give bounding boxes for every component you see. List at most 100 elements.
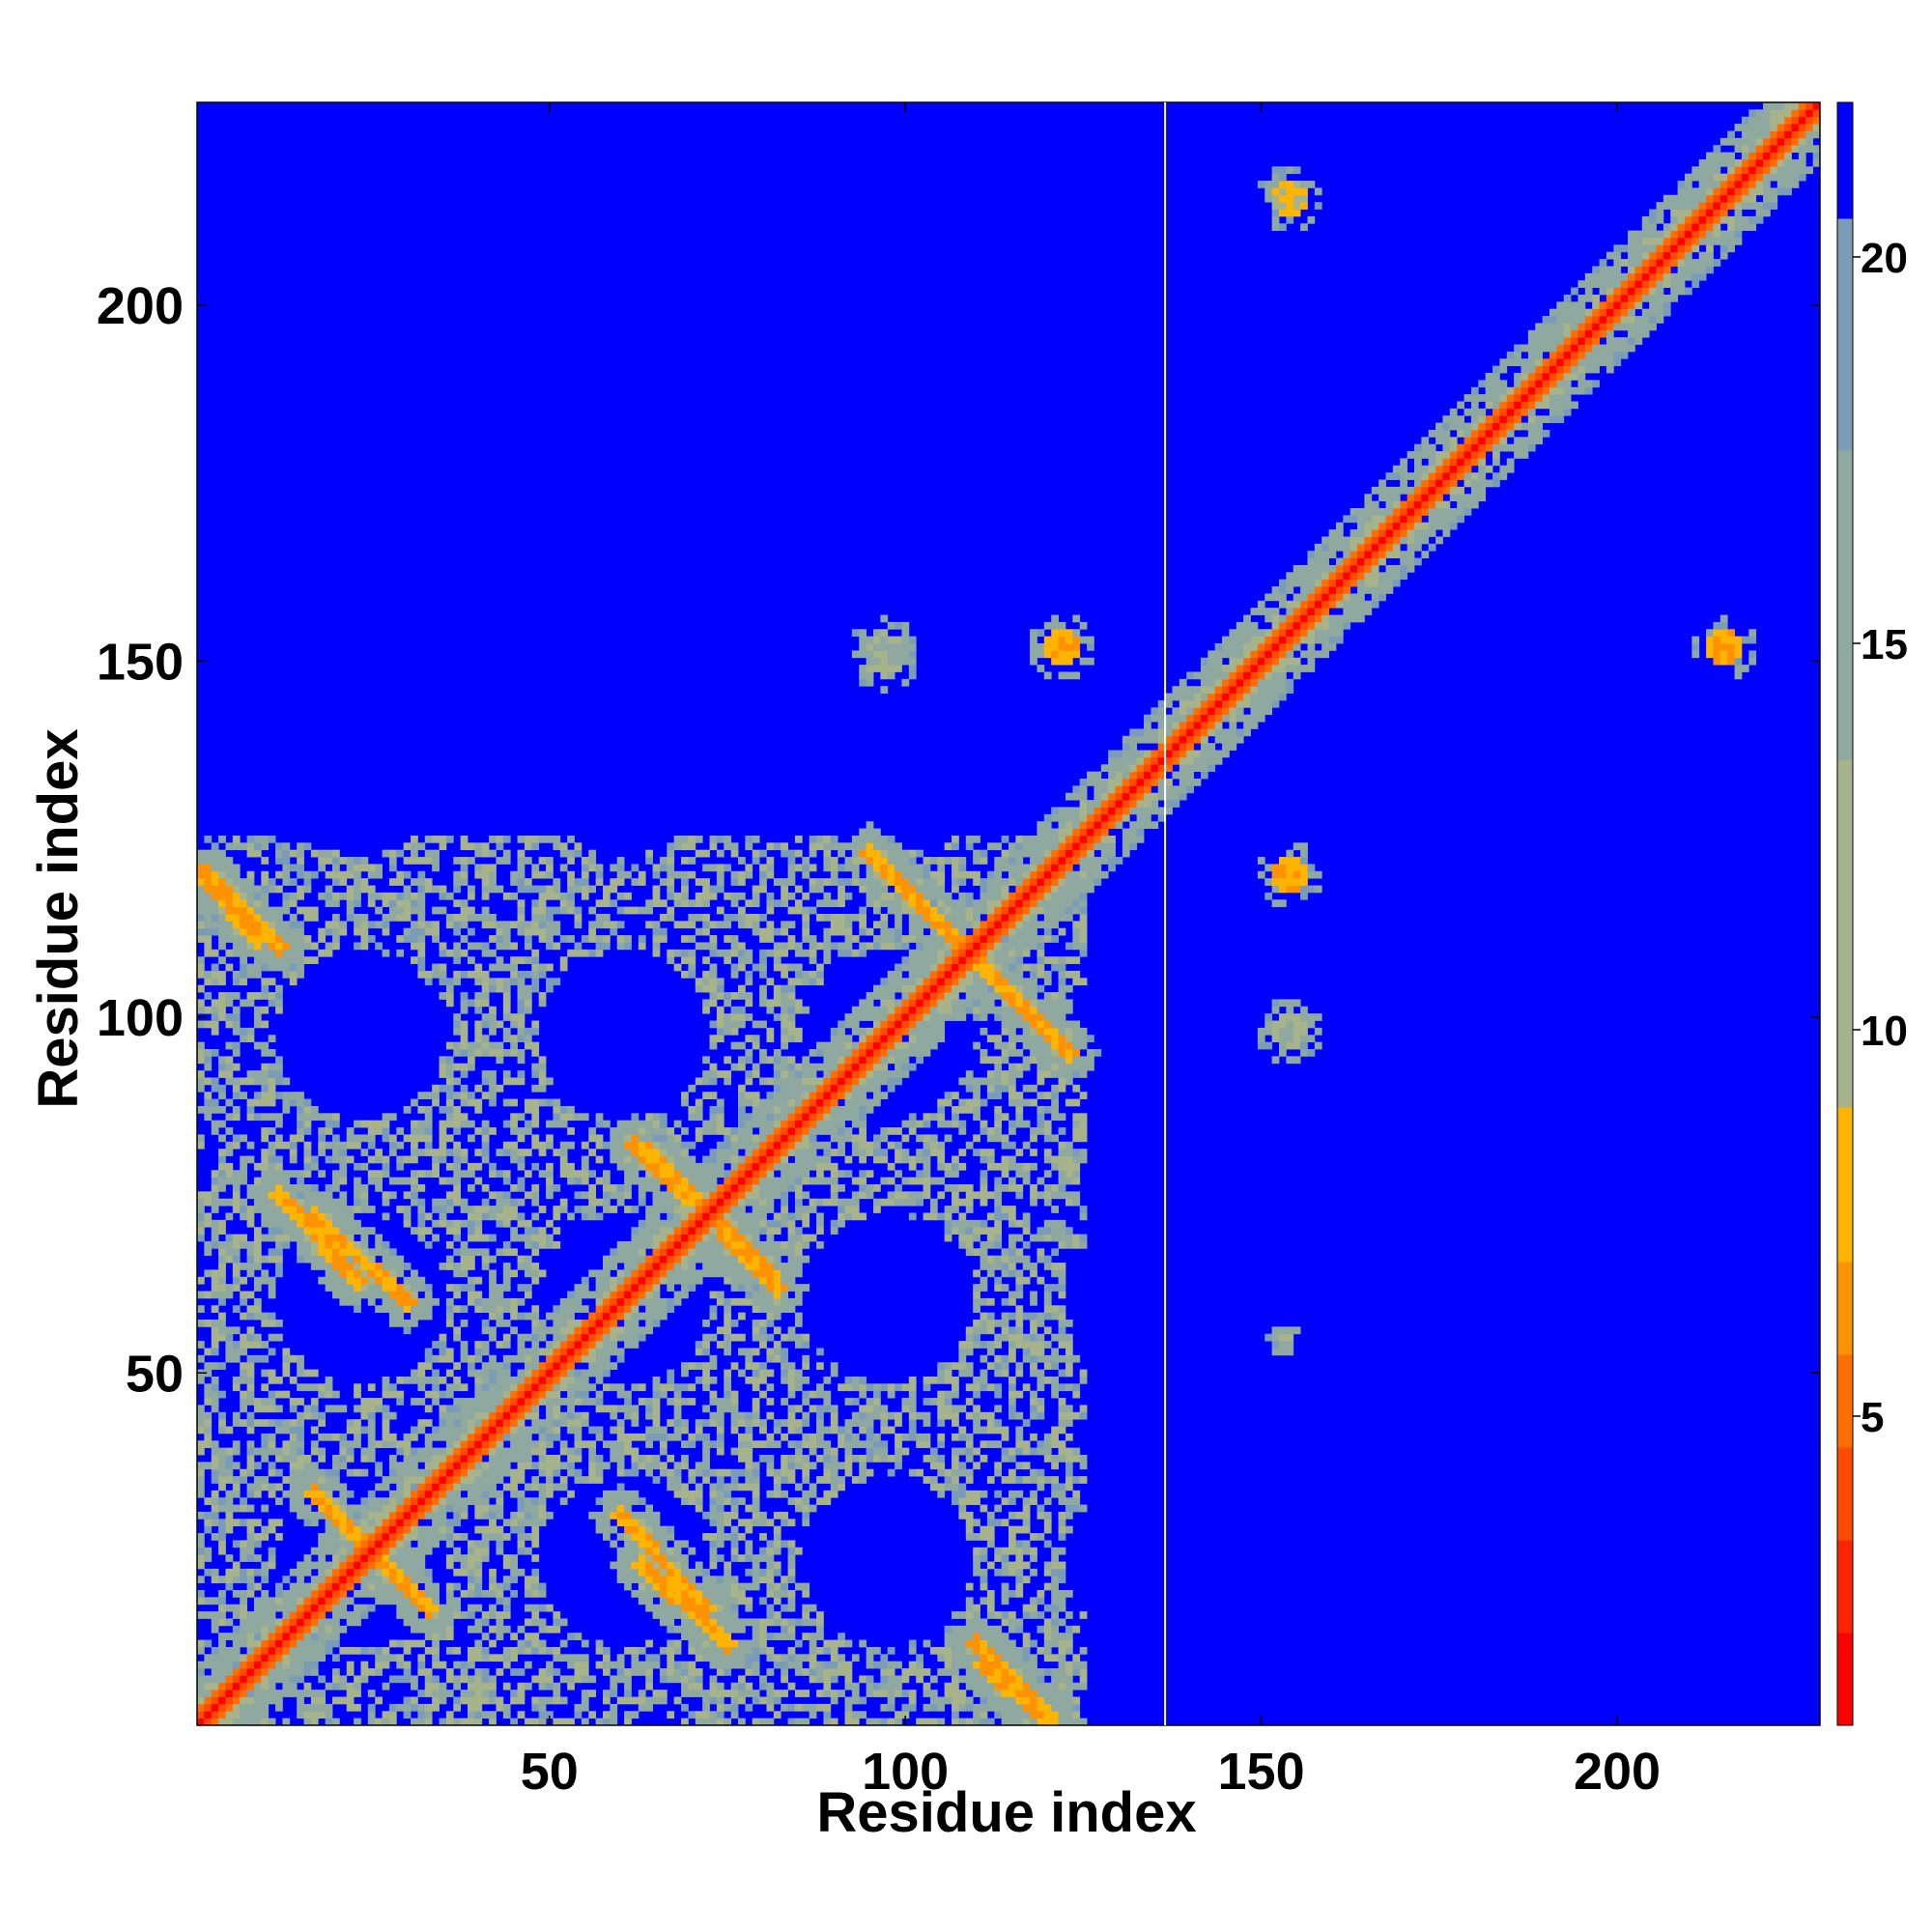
heatmap-cell [524, 1284, 532, 1292]
heatmap-cell [439, 892, 447, 900]
heatmap-cell [724, 1405, 732, 1413]
heatmap-cell [581, 935, 589, 943]
heatmap-cell [253, 1483, 262, 1492]
heatmap-cell [638, 1134, 646, 1143]
heatmap-cell [460, 1113, 469, 1122]
heatmap-cell [681, 1227, 689, 1235]
heatmap-cell [474, 963, 483, 972]
heatmap-cell [652, 1390, 661, 1399]
heatmap-cell [403, 1212, 412, 1221]
heatmap-cell [261, 1020, 270, 1029]
heatmap-cell [282, 878, 291, 886]
heatmap-cell [432, 1519, 440, 1527]
heatmap-cell [375, 1177, 383, 1185]
heatmap-cell [517, 1263, 526, 1270]
heatmap-cell [659, 1696, 668, 1705]
heatmap-cell [610, 1690, 618, 1697]
heatmap-cell [468, 1590, 475, 1598]
heatmap-cell [232, 1354, 241, 1363]
heatmap-cell [432, 1476, 440, 1484]
heatmap-cell [453, 914, 462, 922]
heatmap-cell [261, 857, 270, 865]
heatmap-cell [303, 1476, 312, 1484]
heatmap-cell [624, 1162, 632, 1171]
heatmap-cell [325, 1120, 333, 1128]
heatmap-cell [652, 1184, 661, 1192]
heatmap-cell [638, 1455, 646, 1463]
heatmap-cell [411, 1455, 418, 1463]
heatmap-cell [546, 864, 554, 872]
heatmap-cell [624, 1191, 632, 1200]
heatmap-cell [417, 1540, 426, 1548]
heatmap-cell [695, 1184, 703, 1192]
heatmap-cell [538, 1604, 547, 1612]
heatmap-cell [289, 1376, 298, 1384]
heatmap-cell [652, 1297, 661, 1306]
heatmap-cell [524, 1398, 532, 1406]
heatmap-cell [211, 899, 219, 908]
heatmap-cell [546, 857, 554, 865]
heatmap-cell [197, 1597, 205, 1605]
heatmap-cell [538, 1668, 547, 1676]
heatmap-cell [445, 1440, 454, 1449]
heatmap-cell [688, 1362, 696, 1370]
heatmap-cell [204, 1639, 213, 1648]
heatmap-cell [524, 1646, 532, 1655]
heatmap-cell [709, 1035, 718, 1043]
heatmap-cell [546, 1191, 554, 1200]
heatmap-cell [667, 1639, 675, 1648]
heatmap-cell [524, 921, 532, 929]
heatmap-cell [667, 1170, 675, 1179]
heatmap-cell [574, 1383, 582, 1392]
heatmap-cell [681, 1234, 689, 1242]
heatmap-cell [354, 1383, 361, 1392]
heatmap-cell [375, 1718, 383, 1726]
heatmap-cell [396, 1561, 405, 1570]
heatmap-cell [240, 1668, 247, 1676]
heatmap-cell [474, 1177, 483, 1185]
heatmap-cell [204, 992, 213, 1000]
heatmap-cell [211, 1611, 219, 1619]
heatmap-cell [453, 942, 462, 951]
heatmap-cell [367, 1455, 376, 1463]
heatmap-cell [453, 1263, 462, 1270]
heatmap-cell [396, 1376, 405, 1384]
heatmap-cell [445, 1718, 454, 1726]
heatmap-cell [367, 921, 376, 929]
heatmap-cell [232, 1668, 241, 1676]
heatmap-cell [268, 1462, 276, 1470]
heatmap-cell [240, 921, 247, 929]
heatmap-cell [673, 899, 682, 908]
heatmap-cell [624, 1547, 632, 1555]
heatmap-cell [225, 1476, 234, 1484]
heatmap-cell [574, 1297, 582, 1306]
heatmap-cell [403, 1646, 412, 1655]
heatmap-cell [588, 1291, 597, 1299]
heatmap-cell [474, 1149, 483, 1156]
heatmap-cell [218, 1227, 226, 1235]
heatmap-cell [667, 1611, 675, 1619]
heatmap-cell [468, 1284, 475, 1292]
heatmap-cell [339, 1696, 348, 1705]
heatmap-cell [588, 1348, 597, 1356]
heatmap-cell [624, 1525, 632, 1534]
heatmap-cell [624, 1276, 632, 1285]
heatmap-cell [275, 1141, 283, 1150]
heatmap-cell [524, 1333, 532, 1342]
heatmap-cell [289, 963, 298, 972]
heatmap-cell [297, 956, 304, 964]
heatmap-cell [403, 935, 412, 943]
heatmap-cell [275, 956, 283, 964]
heatmap-cell [716, 1141, 724, 1150]
heatmap-cell [603, 942, 611, 951]
heatmap-cell [388, 1390, 397, 1399]
heatmap-cell [232, 1141, 241, 1150]
heatmap-cell [197, 956, 205, 964]
heatmap-cell [659, 864, 668, 872]
heatmap-cell [631, 1284, 639, 1292]
heatmap-cell [603, 1320, 611, 1327]
heatmap-cell [631, 1255, 639, 1264]
heatmap-cell [616, 1248, 625, 1257]
heatmap-cell [581, 885, 589, 894]
heatmap-cell [439, 1141, 447, 1150]
